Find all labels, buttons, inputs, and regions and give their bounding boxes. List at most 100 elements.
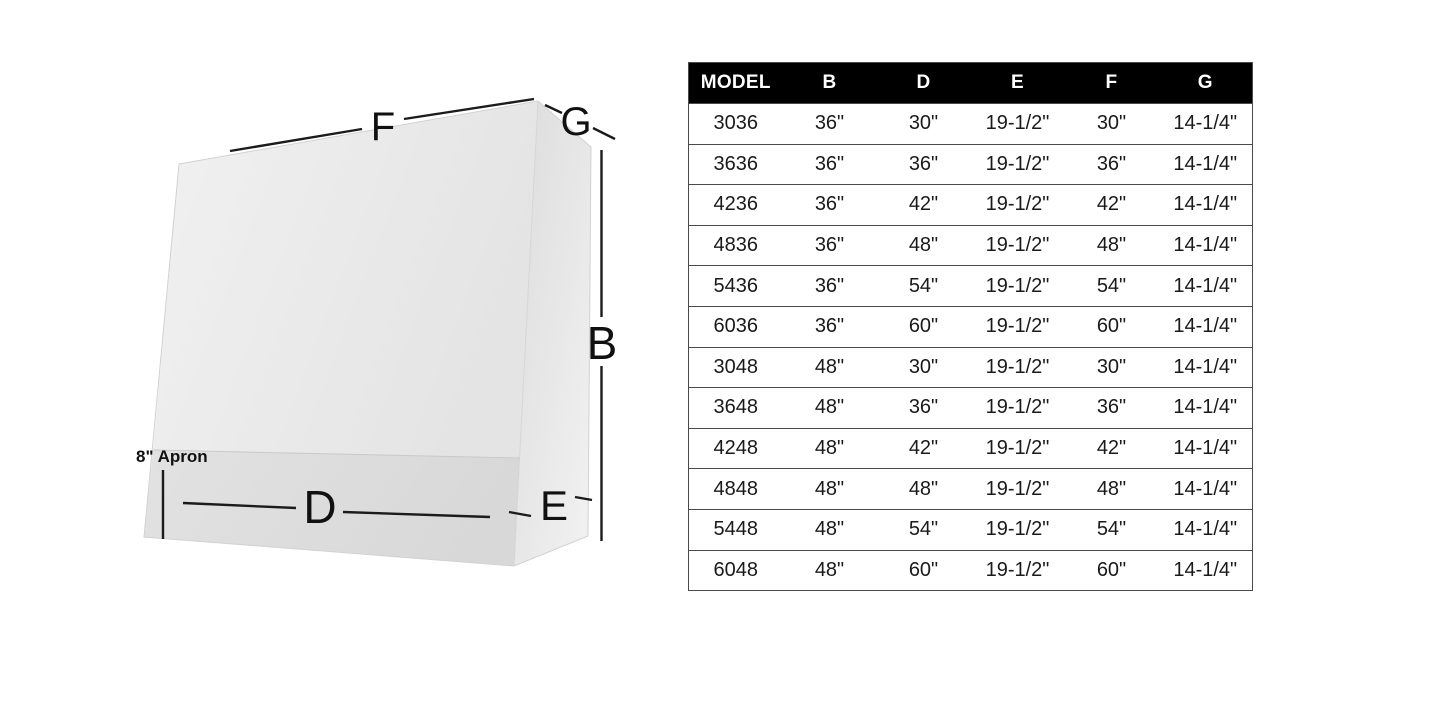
spec-row: 3036 36" 30" 19-1/2" 30" 14-1/4" [688, 103, 1253, 145]
spec-cell: 14-1/4" [1158, 143, 1253, 185]
spec-header-b: B [782, 62, 877, 104]
spec-row: 5448 48" 54" 19-1/2" 54" 14-1/4" [688, 508, 1253, 551]
spec-cell: 14-1/4" [1158, 103, 1253, 145]
spec-cell: 36" [782, 143, 877, 185]
spec-cell: 42" [1064, 427, 1159, 469]
spec-cell: 48" [1064, 224, 1159, 266]
spec-cell: 14-1/4" [1158, 265, 1253, 307]
spec-cell: 60" [876, 305, 971, 348]
spec-cell: 30" [1064, 103, 1159, 145]
dim-E-dash-right [574, 495, 593, 502]
spec-cell: 14-1/4" [1158, 427, 1253, 469]
spec-cell: 48" [1064, 468, 1159, 510]
spec-header-model: MODEL [688, 62, 783, 104]
spec-row: 6036 36" 60" 19-1/2" 60" 14-1/4" [688, 305, 1253, 348]
spec-cell: 36" [782, 103, 877, 145]
apron-seam-line [152, 449, 520, 459]
spec-row: 4248 48" 42" 19-1/2" 42" 14-1/4" [688, 427, 1253, 469]
spec-cell: 19-1/2" [970, 305, 1065, 348]
spec-cell: 36" [782, 265, 877, 307]
spec-header-d: D [876, 62, 971, 104]
dim-label-height: B [587, 317, 618, 369]
spec-cell: 14-1/4" [1158, 184, 1253, 226]
spec-cell: 36" [876, 143, 971, 185]
spec-cell: 60" [1064, 305, 1159, 348]
hood-apron-face [144, 450, 520, 566]
spec-row: 4836 36" 48" 19-1/2" 48" 14-1/4" [688, 224, 1253, 266]
spec-cell: 19-1/2" [970, 265, 1065, 307]
spec-cell: 14-1/4" [1158, 387, 1253, 429]
spec-cell: 36" [876, 387, 971, 429]
spec-row: 3048 48" 30" 19-1/2" 30" 14-1/4" [688, 346, 1253, 388]
dim-label-top-depth: G [560, 100, 591, 144]
dim-E-dash-left [508, 510, 532, 518]
spec-cell: 36" [1064, 143, 1159, 185]
spec-cell: 60" [876, 549, 971, 591]
spec-cell: 14-1/4" [1158, 549, 1253, 591]
spec-cell: 19-1/2" [970, 387, 1065, 429]
dim-D-line-left [182, 501, 297, 510]
spec-cell: 30" [876, 103, 971, 145]
spec-cell: 19-1/2" [970, 184, 1065, 226]
dim-F-line-left [229, 127, 363, 153]
spec-cell: 19-1/2" [970, 549, 1065, 591]
spec-cell: 19-1/2" [970, 224, 1065, 266]
dim-label-top-width: F [371, 105, 395, 149]
hood-dimension-diagram: F G B D E 8" Apron [136, 97, 618, 567]
spec-cell: 19-1/2" [970, 103, 1065, 145]
spec-cell: 14-1/4" [1158, 305, 1253, 348]
spec-row: 5436 36" 54" 19-1/2" 54" 14-1/4" [688, 265, 1253, 307]
spec-cell: 48" [876, 224, 971, 266]
spec-cell: 54" [876, 508, 971, 551]
spec-cell-model: 3636 [688, 143, 783, 185]
spec-cell: 14-1/4" [1158, 224, 1253, 266]
spec-cell: 48" [782, 427, 877, 469]
spec-row: 4236 36" 42" 19-1/2" 42" 14-1/4" [688, 184, 1253, 226]
spec-cell: 19-1/2" [970, 508, 1065, 551]
spec-cell: 14-1/4" [1158, 346, 1253, 388]
dim-F-line-right [403, 97, 535, 121]
spec-cell: 42" [876, 427, 971, 469]
spec-cell: 36" [1064, 387, 1159, 429]
apron-note: 8" Apron [136, 447, 208, 466]
spec-cell-model: 4236 [688, 184, 783, 226]
spec-cell: 48" [782, 387, 877, 429]
hood-body [143, 100, 592, 567]
spec-cell: 48" [782, 346, 877, 388]
spec-cell-model: 4848 [688, 468, 783, 510]
spec-cell-model: 4836 [688, 224, 783, 266]
spec-cell-model: 6036 [688, 305, 783, 348]
spec-cell: 19-1/2" [970, 346, 1065, 388]
spec-cell: 30" [1064, 346, 1159, 388]
spec-cell: 19-1/2" [970, 143, 1065, 185]
spec-cell: 19-1/2" [970, 468, 1065, 510]
dim-G-dash-left [544, 103, 563, 115]
spec-cell: 36" [782, 224, 877, 266]
spec-header-g: G [1158, 62, 1253, 104]
dim-label-bottom-depth: E [540, 482, 568, 529]
spec-row: 6048 48" 60" 19-1/2" 60" 14-1/4" [688, 549, 1253, 591]
spec-cell: 48" [782, 549, 877, 591]
spec-cell-model: 5448 [688, 508, 783, 551]
spec-header-e: E [970, 62, 1065, 104]
spec-table-body: 3036 36" 30" 19-1/2" 30" 14-1/4" 3636 36… [688, 103, 1253, 591]
spec-row: 4848 48" 48" 19-1/2" 48" 14-1/4" [688, 468, 1253, 510]
dim-G-dash-right [592, 126, 616, 141]
spec-cell: 54" [876, 265, 971, 307]
spec-cell: 48" [876, 468, 971, 510]
spec-header-row: MODEL B D E F G [688, 62, 1253, 104]
spec-header-f: F [1064, 62, 1159, 104]
dim-D-line-right [342, 510, 491, 519]
spec-cell-model: 3048 [688, 346, 783, 388]
spec-cell: 30" [876, 346, 971, 388]
spec-row: 3636 36" 36" 19-1/2" 36" 14-1/4" [688, 143, 1253, 185]
spec-cell: 42" [1064, 184, 1159, 226]
spec-cell: 60" [1064, 549, 1159, 591]
hood-ridge-edge [513, 100, 539, 567]
spec-cell-model: 4248 [688, 427, 783, 469]
dimension-lines [161, 97, 616, 541]
spec-cell: 36" [782, 184, 877, 226]
hood-side-face [514, 101, 591, 566]
spec-cell: 42" [876, 184, 971, 226]
